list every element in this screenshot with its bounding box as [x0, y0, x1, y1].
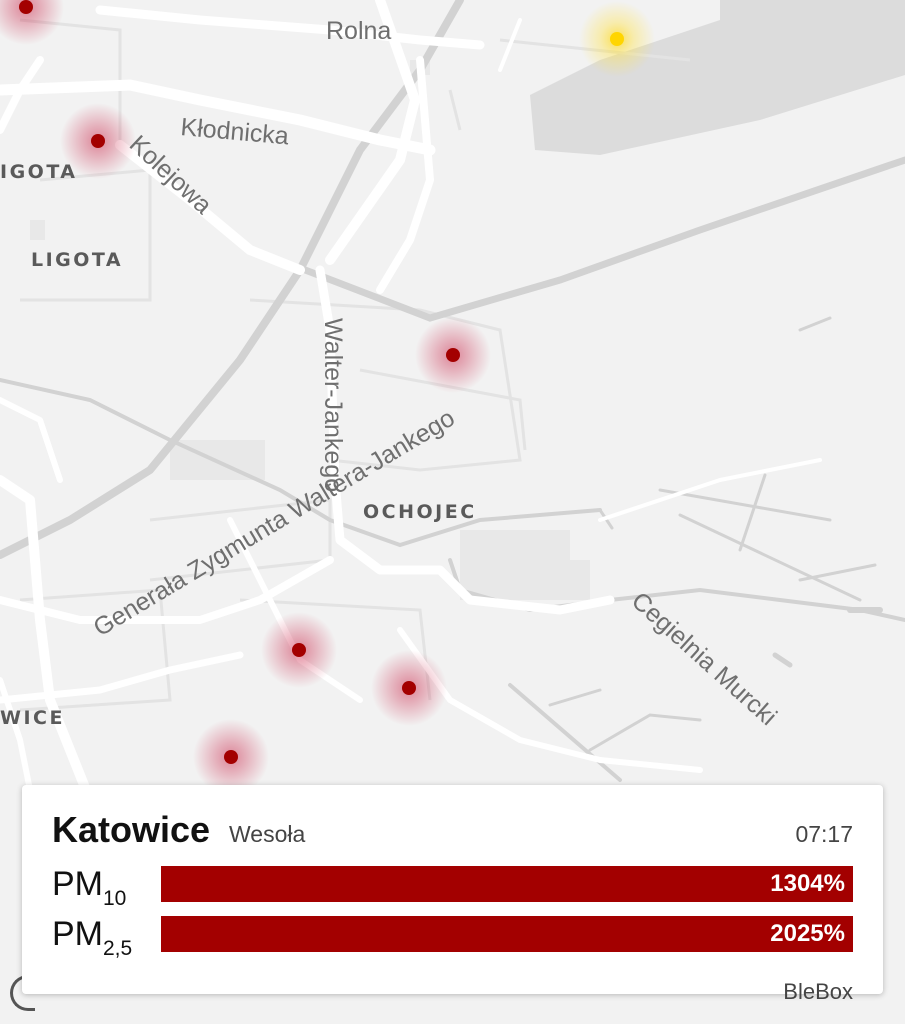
data-source: BleBox: [783, 979, 853, 1004]
pm10-label-text: PM: [52, 865, 103, 903]
sensor-marker[interactable]: [193, 719, 269, 795]
pm10-label: PM10: [52, 865, 126, 911]
sensor-marker[interactable]: [579, 1, 655, 77]
roads: [0, 0, 822, 805]
street-label-rolna: Rolna: [326, 17, 391, 45]
sensor-marker[interactable]: [371, 650, 447, 726]
card-district: Wesoła: [229, 821, 306, 847]
sensor-marker[interactable]: [60, 103, 136, 179]
district-label-igota: IGOTA: [0, 161, 78, 183]
card-city: Katowice: [52, 809, 211, 850]
pm25-bar: 2025%: [161, 916, 853, 952]
grey-area: [530, 0, 905, 155]
district-label-wice: WICE: [0, 707, 65, 729]
pm25-value: 2025%: [770, 920, 845, 947]
sensor-markers[interactable]: [0, 0, 655, 795]
pm25-label: PM2,5: [52, 915, 132, 961]
pm10-bar-fill: [161, 866, 853, 902]
card-time: 07:17: [795, 821, 853, 847]
pm10-bar: 1304%: [161, 866, 853, 902]
sensor-marker[interactable]: [415, 317, 491, 393]
district-label-ochojec: OCHOJEC: [363, 501, 477, 523]
street-label-waltera-jankego: Walter-Jankego: [319, 318, 347, 492]
pm10-label-subscript: 10: [103, 887, 127, 910]
pm25-bar-fill: [161, 916, 853, 952]
sensor-marker[interactable]: [0, 0, 64, 45]
pm25-label-text: PM: [52, 915, 103, 953]
pm25-label-subscript: 2,5: [103, 937, 133, 960]
air-quality-card[interactable]: Katowice Wesoła 07:17 PM10 1304% PM2,5 2…: [22, 785, 883, 1004]
district-label-ligota: LIGOTA: [31, 249, 123, 271]
sensor-marker[interactable]: [261, 612, 337, 688]
pm10-value: 1304%: [770, 870, 845, 897]
